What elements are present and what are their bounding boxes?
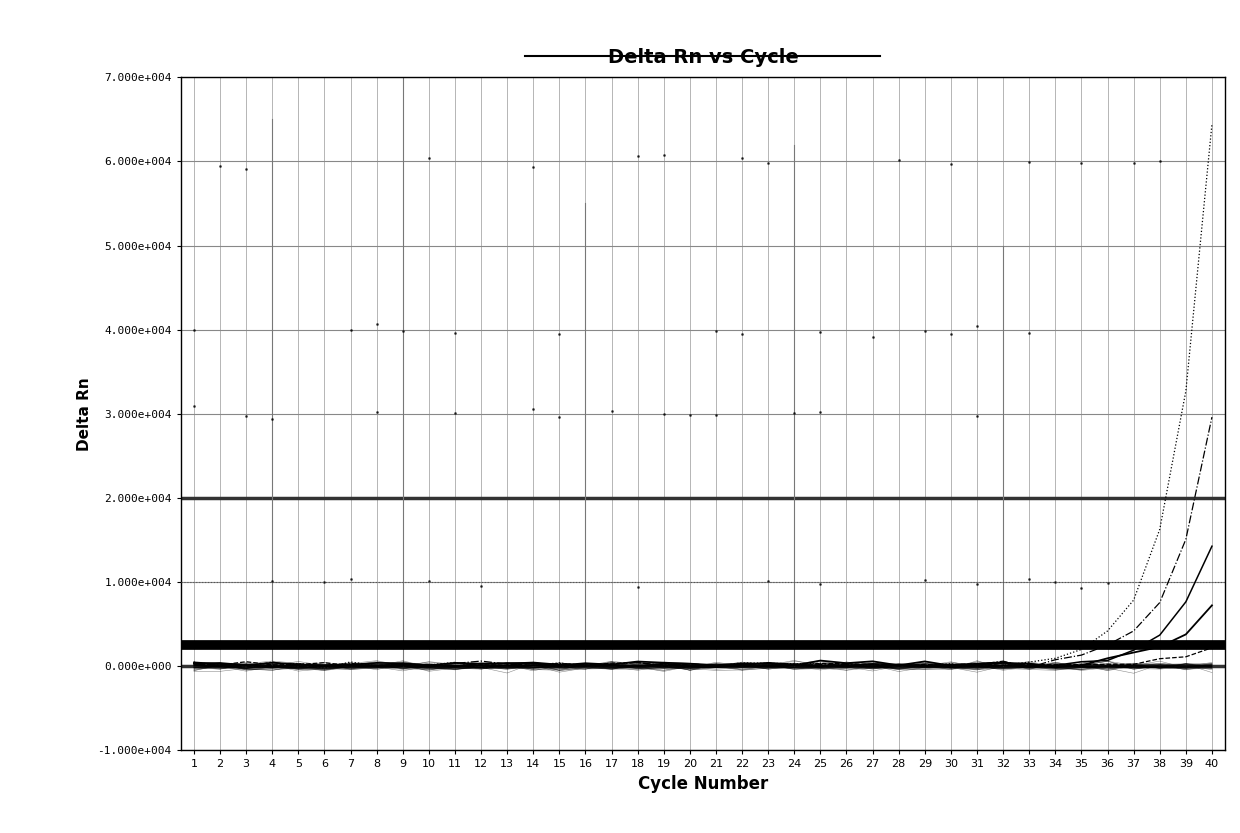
Point	[863, 331, 883, 344]
Point	[889, 153, 909, 167]
Point	[1149, 154, 1169, 167]
Point	[445, 406, 465, 419]
Point	[915, 324, 935, 337]
Point	[184, 323, 203, 337]
Point	[811, 577, 831, 591]
Point	[315, 576, 335, 589]
Point	[967, 577, 987, 591]
Point	[967, 319, 987, 332]
Point	[653, 407, 673, 421]
Point	[941, 157, 961, 171]
Point	[811, 326, 831, 339]
Point	[1071, 581, 1091, 595]
Point	[263, 412, 283, 426]
Point	[758, 156, 777, 169]
Point	[680, 408, 699, 421]
X-axis label: Cycle Number: Cycle Number	[637, 775, 768, 793]
Point	[549, 327, 569, 341]
Point	[967, 409, 987, 422]
Title: Delta Rn vs Cycle: Delta Rn vs Cycle	[608, 48, 799, 67]
Point	[523, 402, 543, 416]
Point	[732, 327, 751, 341]
Point	[523, 160, 543, 173]
Point	[1097, 576, 1117, 590]
Point	[811, 406, 831, 419]
Point	[1019, 326, 1039, 339]
Point	[915, 574, 935, 587]
Point	[341, 572, 361, 586]
Point	[549, 410, 569, 423]
Point	[367, 406, 387, 419]
Point	[601, 404, 621, 417]
Point	[367, 317, 387, 331]
Point	[706, 409, 725, 422]
Point	[706, 325, 725, 338]
Point	[732, 151, 751, 164]
Point	[1123, 156, 1143, 169]
Point	[1045, 575, 1065, 588]
Point	[653, 148, 673, 162]
Point	[627, 580, 647, 593]
Point	[184, 400, 203, 413]
Point	[1019, 155, 1039, 168]
Point	[627, 149, 647, 162]
Point	[1019, 573, 1039, 586]
Point	[1071, 156, 1091, 169]
Point	[210, 160, 229, 173]
Point	[236, 162, 255, 176]
Point	[236, 410, 255, 423]
Point	[341, 323, 361, 337]
Point	[419, 575, 439, 588]
Point	[419, 151, 439, 164]
Point	[471, 579, 491, 592]
Point	[941, 327, 961, 340]
Y-axis label: Delta Rn: Delta Rn	[77, 377, 92, 451]
Point	[758, 574, 777, 587]
Point	[393, 324, 413, 337]
Point	[263, 575, 283, 588]
Point	[445, 327, 465, 340]
Point	[785, 407, 805, 420]
